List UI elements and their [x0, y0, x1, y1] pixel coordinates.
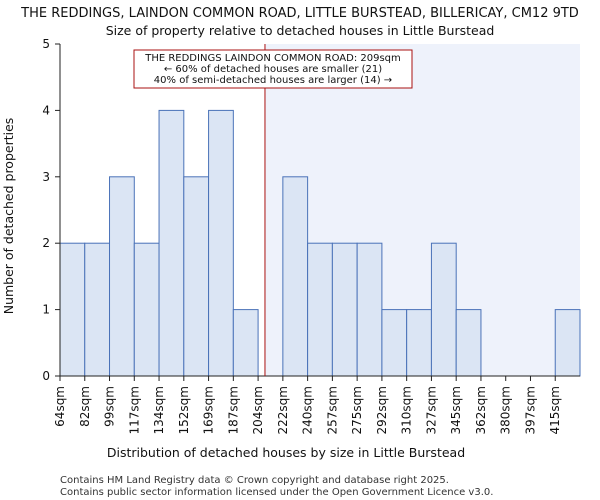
bar-310sqm — [406, 309, 432, 377]
y-tick-label: 0 — [42, 369, 50, 383]
y-tick-label: 5 — [42, 37, 50, 51]
x-tick-label: 82sqm — [78, 386, 92, 427]
bar-117sqm — [133, 242, 160, 377]
x-tick-label: 362sqm — [474, 386, 488, 434]
annotation-box: THE REDDINGS LAINDON COMMON ROAD: 209sqm… — [133, 49, 413, 89]
bar-345sqm — [455, 309, 482, 377]
x-tick-label: 380sqm — [499, 386, 513, 434]
x-tick-label: 415sqm — [548, 386, 562, 434]
chart-title: THE REDDINGS, LAINDON COMMON ROAD, LITTL… — [20, 6, 579, 21]
bar-222sqm — [282, 176, 309, 377]
x-tick-label: 327sqm — [424, 386, 438, 434]
bar-64sqm — [59, 242, 86, 377]
x-tick-label: 204sqm — [251, 386, 265, 434]
x-tick-label: 257sqm — [325, 386, 339, 434]
bar-327sqm — [430, 242, 457, 377]
x-tick-label: 275sqm — [350, 386, 364, 434]
bar-187sqm — [232, 309, 259, 377]
bar-152sqm — [183, 176, 210, 377]
annotation-line-3: 40% of semi-detached houses are larger (… — [154, 75, 392, 86]
x-tick-label: 64sqm — [53, 386, 67, 427]
x-tick-label: 310sqm — [400, 386, 414, 434]
x-tick-label: 397sqm — [523, 386, 537, 434]
x-axis-label: Distribution of detached houses by size … — [107, 445, 465, 460]
footer-line-2: Contains public sector information licen… — [60, 487, 493, 498]
bar-257sqm — [331, 242, 358, 377]
bar-134sqm — [158, 109, 185, 377]
y-tick-label: 4 — [42, 103, 50, 117]
bar-292sqm — [381, 309, 408, 377]
footer-line-1: Contains HM Land Registry data © Crown c… — [60, 475, 449, 486]
y-tick-label: 1 — [42, 303, 50, 317]
bar-275sqm — [356, 242, 383, 377]
bar-415sqm — [554, 309, 581, 377]
x-tick-label: 292sqm — [375, 386, 389, 434]
y-tick-label: 2 — [42, 236, 50, 250]
bar-169sqm — [208, 109, 234, 377]
annotation-line-1: THE REDDINGS LAINDON COMMON ROAD: 209sqm — [144, 53, 401, 64]
x-tick-label: 240sqm — [301, 386, 315, 434]
bar-99sqm — [109, 176, 135, 377]
annotation-line-2: ← 60% of detached houses are smaller (21… — [164, 64, 382, 75]
y-axis-label: Number of detached properties — [1, 118, 16, 315]
x-tick-label: 117sqm — [127, 386, 141, 434]
x-tick-label: 99sqm — [103, 386, 117, 427]
x-tick-label: 222sqm — [276, 386, 290, 434]
bars-group — [59, 109, 581, 377]
x-tick-label: 169sqm — [202, 386, 216, 434]
bar-240sqm — [307, 242, 333, 377]
bar-82sqm — [84, 242, 111, 377]
x-tick-label: 187sqm — [226, 386, 240, 434]
annotation-frame — [133, 49, 413, 89]
x-axis: 64sqm 82sqm 99sqm 117sqm 134sqm 152sqm 169sqm 1… — [53, 375, 580, 434]
x-tick-label: 345sqm — [449, 386, 463, 434]
y-tick-label: 3 — [42, 170, 50, 184]
chart-subtitle: Size of property relative to detached ho… — [106, 23, 495, 38]
y-axis: 0 1 2 3 4 5 — [42, 37, 61, 383]
x-tick-label: 134sqm — [152, 386, 166, 434]
x-tick-label: 152sqm — [177, 386, 191, 434]
